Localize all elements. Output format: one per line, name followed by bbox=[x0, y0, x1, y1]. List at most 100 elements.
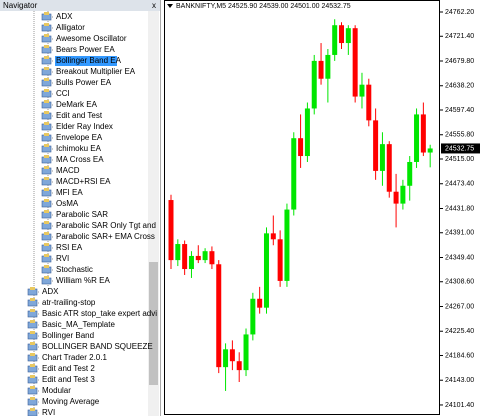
item-icon-cap bbox=[44, 276, 49, 279]
item-icon-cap bbox=[44, 89, 49, 92]
navigator-item[interactable]: MACD bbox=[56, 166, 80, 175]
navigator-item[interactable]: Bollinger Band EA bbox=[56, 56, 122, 65]
dropdown-icon[interactable] bbox=[167, 4, 173, 8]
item-icon-cap bbox=[30, 287, 35, 290]
candle-body bbox=[277, 239, 283, 281]
navigator-item[interactable]: William %R EA bbox=[56, 276, 110, 285]
item-icon-cap bbox=[44, 144, 49, 147]
y-tick-label: 24184.60 bbox=[445, 352, 474, 359]
navigator-item[interactable]: Basic ATR stop_take expert advi bbox=[42, 309, 157, 318]
scrollbar-thumb[interactable] bbox=[149, 262, 158, 385]
navigator-item[interactable]: Elder Ray Index bbox=[56, 122, 113, 131]
y-tick-label: 24101.40 bbox=[445, 402, 474, 409]
navigator-item[interactable]: Ichimoku EA bbox=[56, 144, 102, 153]
item-icon-cap bbox=[30, 375, 35, 378]
navigator-item[interactable]: Envelope EA bbox=[56, 133, 103, 142]
y-tick-label: 24638.20 bbox=[445, 83, 474, 90]
y-tick-label: 24762.20 bbox=[445, 9, 474, 16]
candle-body bbox=[188, 255, 194, 270]
navigator-item[interactable]: BOLLINGER BAND SQUEEZE bbox=[42, 342, 153, 351]
navigator-item[interactable]: MFI EA bbox=[56, 188, 83, 197]
navigator-item[interactable]: RVI bbox=[56, 254, 69, 263]
candle-body bbox=[393, 191, 399, 204]
navigator-item[interactable]: Awesome Oscillator bbox=[56, 34, 127, 43]
navigator-item[interactable]: atr-trailing-stop bbox=[42, 298, 96, 307]
navigator-item[interactable]: MACD+RSI EA bbox=[56, 177, 111, 186]
navigator-item[interactable]: RVI bbox=[42, 408, 55, 416]
y-tick-label: 24721.40 bbox=[445, 33, 474, 40]
candle-body bbox=[318, 60, 324, 79]
candle-body bbox=[311, 60, 317, 109]
y-tick-label: 24679.80 bbox=[445, 58, 474, 65]
navigator-item[interactable]: Edit and Test 3 bbox=[42, 375, 95, 384]
item-icon-cap bbox=[44, 243, 49, 246]
y-tick-label: 24597.40 bbox=[445, 107, 474, 114]
item-icon-cap bbox=[44, 155, 49, 158]
candle-body bbox=[250, 298, 256, 335]
navigator-item[interactable]: RSI EA bbox=[56, 243, 83, 252]
item-icon-cap bbox=[30, 342, 35, 345]
close-button[interactable]: x bbox=[152, 1, 156, 10]
navigator-item[interactable]: Edit and Test 2 bbox=[42, 364, 95, 373]
item-icon-cap bbox=[44, 232, 49, 235]
item-icon-cap bbox=[30, 408, 35, 411]
y-tick-label: 24515.00 bbox=[445, 156, 474, 163]
candle-body bbox=[298, 138, 304, 157]
item-icon-cap bbox=[44, 166, 49, 169]
navigator-item[interactable]: Moving Average bbox=[42, 397, 100, 406]
item-icon-cap bbox=[44, 45, 49, 48]
item-icon-cap bbox=[30, 364, 35, 367]
candle-body bbox=[379, 144, 385, 171]
scrollbar[interactable] bbox=[148, 11, 159, 416]
item-icon-cap bbox=[44, 122, 49, 125]
navigator-item[interactable]: Basic_MA_Template bbox=[42, 320, 115, 329]
navigator-item[interactable]: Edit and Test bbox=[56, 111, 103, 120]
navigator-item[interactable]: Bollinger Band bbox=[42, 331, 94, 340]
candle-body bbox=[195, 255, 201, 261]
candle-body bbox=[175, 244, 181, 261]
navigator-item[interactable]: ADX bbox=[56, 12, 73, 21]
candle-body bbox=[386, 144, 392, 192]
item-icon-cap bbox=[44, 188, 49, 191]
y-tick-label: 24555.80 bbox=[445, 132, 474, 139]
candle-body bbox=[352, 28, 358, 97]
navigator-item[interactable]: Bulls Power EA bbox=[56, 78, 112, 87]
candle-body bbox=[223, 349, 229, 368]
navigator-item[interactable]: Chart Trader 2.0.1 bbox=[42, 353, 107, 362]
item-icon-cap bbox=[44, 67, 49, 70]
navigator-item[interactable]: Parabolic SAR+ EMA Cross bbox=[56, 232, 155, 241]
navigator-item[interactable]: Modular bbox=[42, 386, 71, 395]
y-tick-label: 24431.80 bbox=[445, 205, 474, 212]
navigator-item[interactable]: Alligator bbox=[56, 23, 85, 32]
candle-body bbox=[182, 244, 188, 270]
item-icon-cap bbox=[30, 320, 35, 323]
candle-body bbox=[291, 138, 297, 210]
candle-body bbox=[339, 25, 345, 44]
candle-body bbox=[236, 361, 242, 371]
item-icon-cap bbox=[44, 210, 49, 213]
high: 24539.00 bbox=[259, 3, 288, 10]
item-icon-cap bbox=[44, 199, 49, 202]
navigator-item[interactable]: DeMark EA bbox=[56, 100, 98, 109]
y-tick-label: 24143.00 bbox=[445, 377, 474, 384]
navigator-titlebar bbox=[0, 0, 160, 11]
navigator-item[interactable]: OsMA bbox=[56, 199, 79, 208]
navigator-item[interactable]: Bears Power EA bbox=[56, 45, 115, 54]
item-icon-cap bbox=[44, 111, 49, 114]
navigator-item[interactable]: MA Cross EA bbox=[56, 155, 104, 164]
candle-body bbox=[332, 25, 338, 55]
navigator-item[interactable]: Parabolic SAR Only Tgt and bbox=[56, 221, 156, 230]
navigator-item[interactable]: Stochastic bbox=[56, 265, 93, 274]
candle-body bbox=[284, 209, 290, 281]
navigator-item[interactable]: CCI bbox=[56, 89, 70, 98]
candle-body bbox=[359, 84, 365, 97]
navigator-item[interactable]: Breakout Multiplier EA bbox=[56, 67, 136, 76]
navigator-panel bbox=[0, 0, 160, 416]
navigator-item[interactable]: ADX bbox=[42, 287, 59, 296]
symbol: BANKNIFTY,M5 bbox=[176, 3, 226, 10]
navigator-item[interactable]: Parabolic SAR bbox=[56, 210, 108, 219]
chart-frame bbox=[164, 0, 440, 415]
item-icon-cap bbox=[44, 23, 49, 26]
candle-body bbox=[209, 251, 215, 265]
